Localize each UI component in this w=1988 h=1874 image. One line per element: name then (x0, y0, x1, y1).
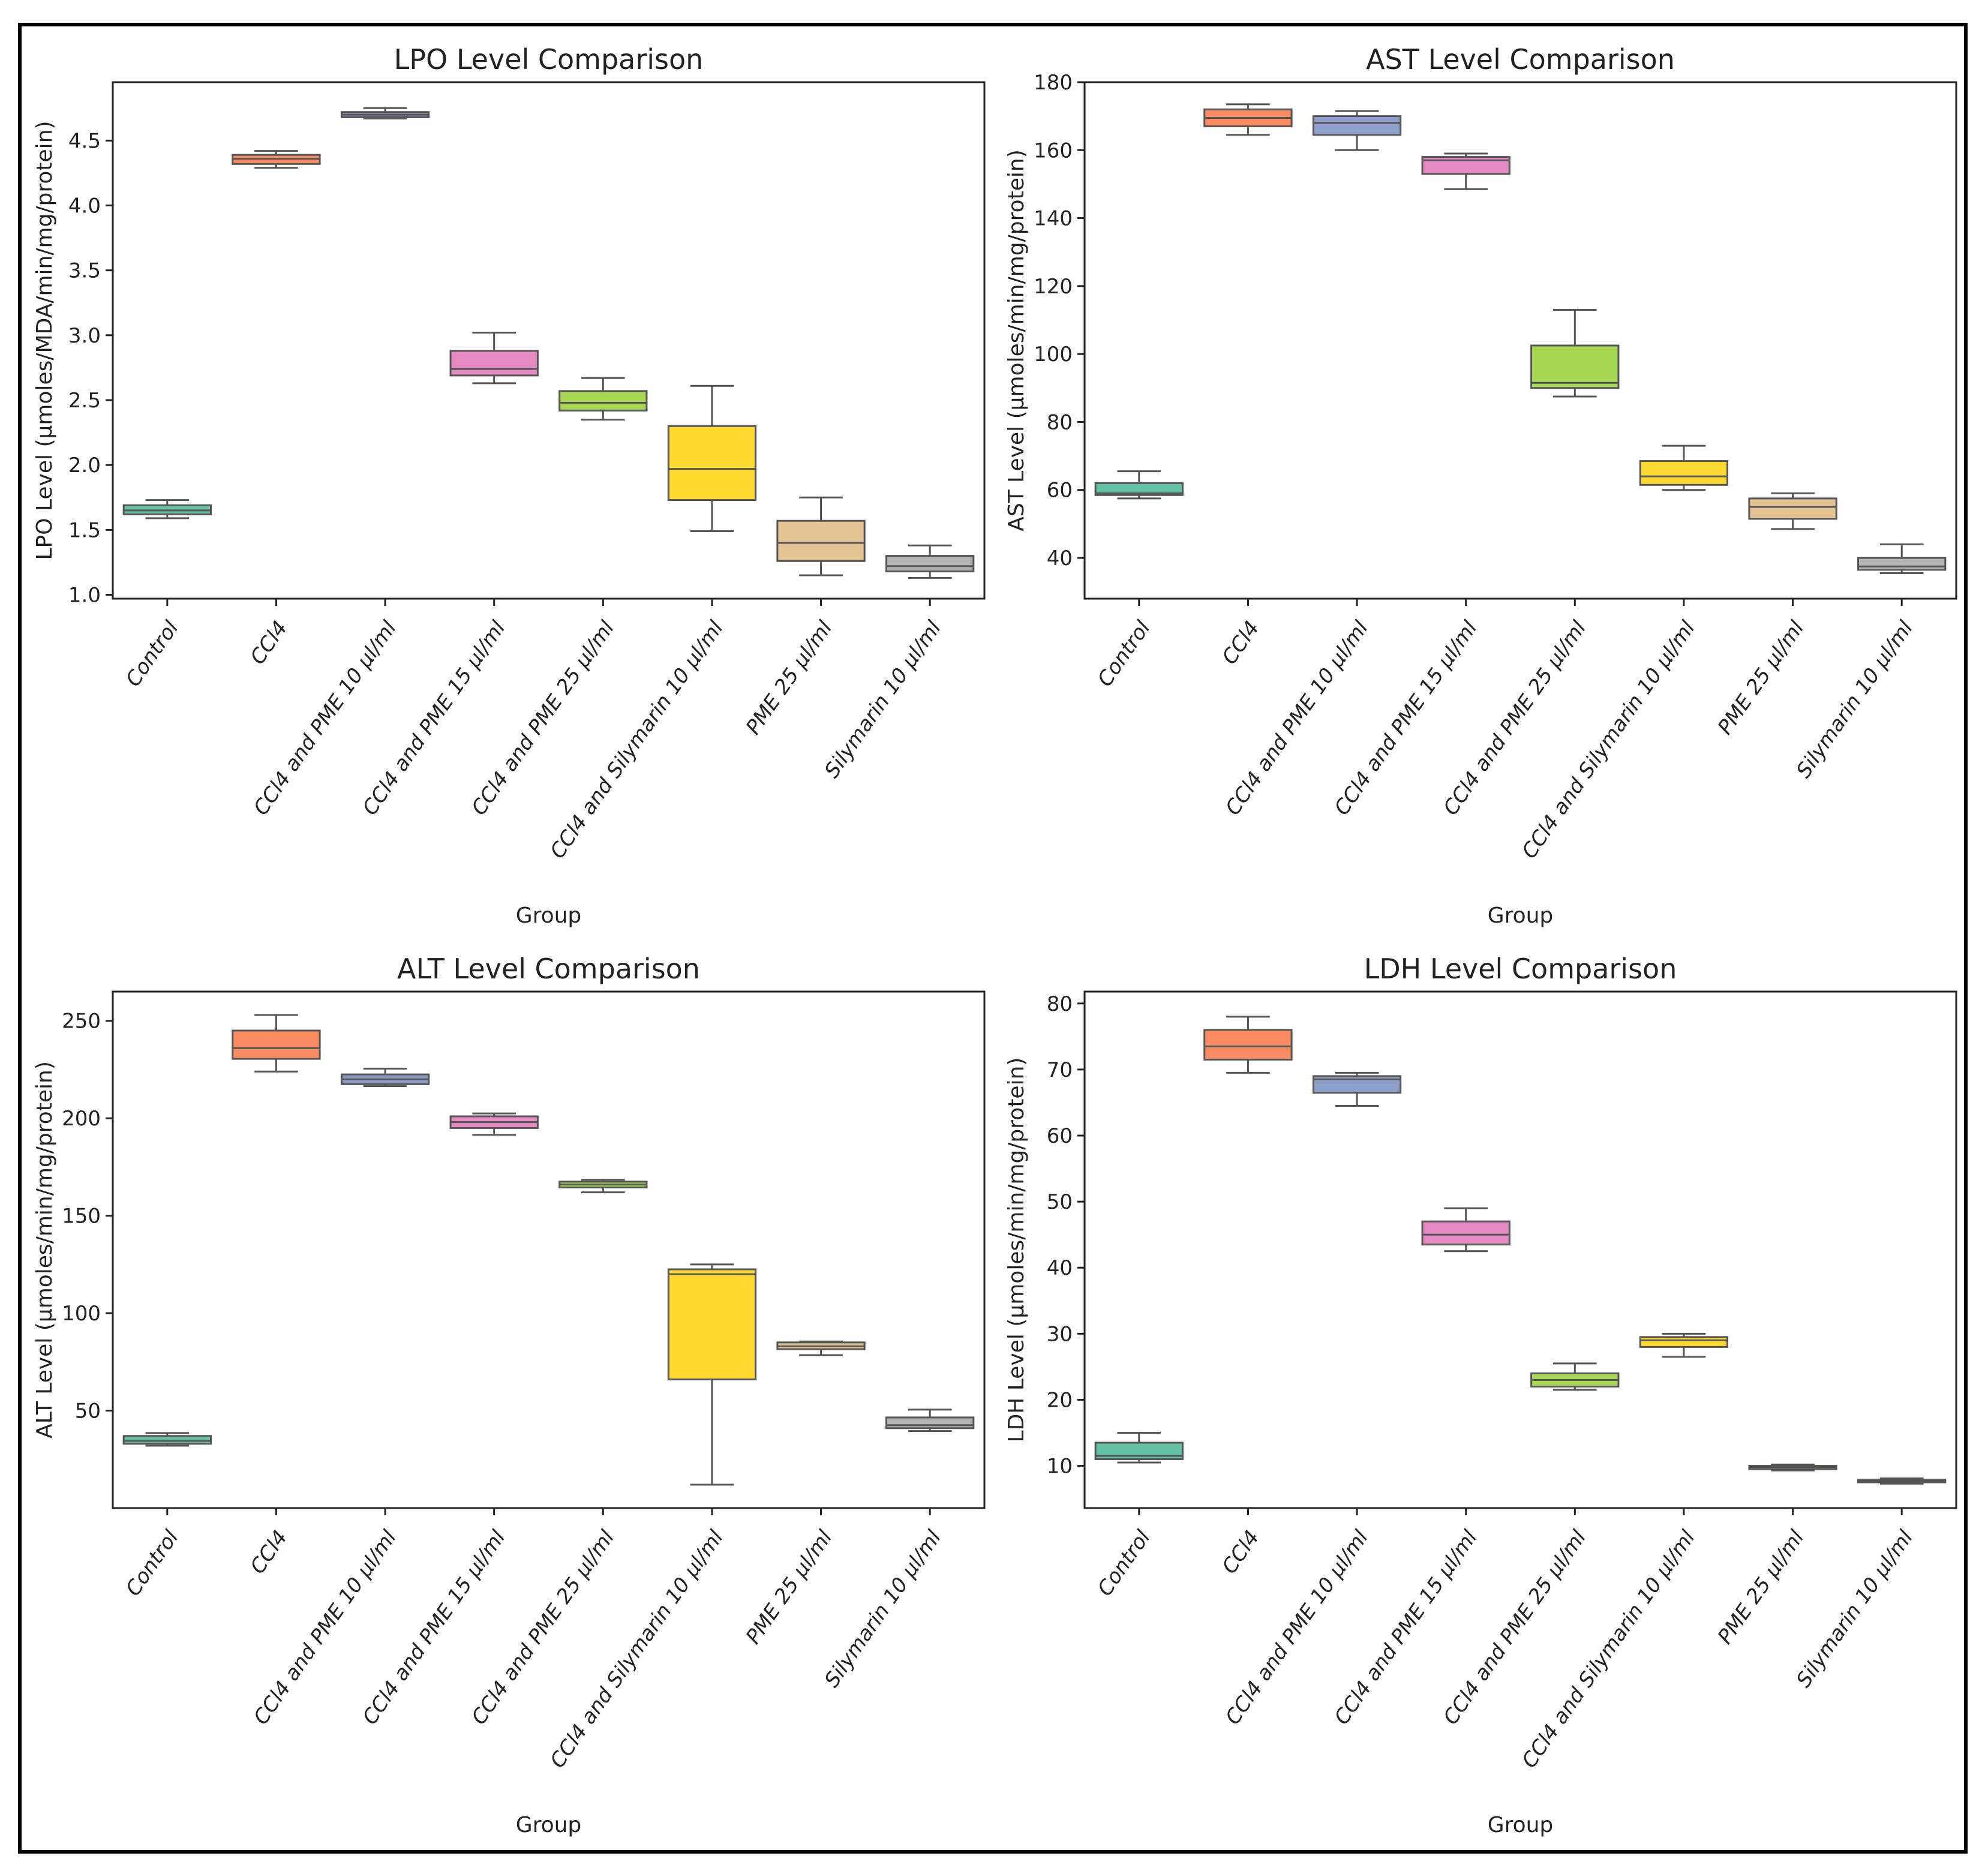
x-tick-label: CCl4 and Silymarin 10 µl/ml (1517, 1525, 1700, 1772)
box-4 (1421, 1220, 1510, 1246)
chart-panel-4: LDH Level Comparison 10 20 30 40 50 60 70 80 Cont… (1004, 953, 1957, 1837)
y-tick-label: 70 (1047, 1058, 1073, 1082)
box-8 (885, 1416, 975, 1429)
box-6 (667, 1268, 757, 1381)
x-tick-label: CCl4 (245, 617, 292, 669)
box-6 (667, 425, 757, 501)
y-tick-label: 140 (1034, 207, 1073, 231)
x-tick-label: Control (121, 616, 184, 691)
x-tick-label: CCl4 (1217, 617, 1264, 669)
y-tick-label: 160 (1034, 139, 1073, 163)
plot-area-frame (1083, 81, 1957, 600)
y-tick-label: 60 (1047, 1124, 1073, 1148)
chart-panel-2: AST Level Comparison 40 60 80 100 120 140 160 18… (1004, 43, 1957, 928)
chart-title: LDH Level Comparison (1364, 953, 1677, 985)
chart-title: LPO Level Comparison (394, 43, 704, 76)
y-tick-label: 1.5 (68, 518, 101, 542)
box-8 (885, 555, 975, 573)
y-tick-label: 3.5 (68, 259, 101, 283)
y-tick-label: 120 (1034, 275, 1073, 299)
plot-area-frame (112, 81, 986, 600)
y-tick-label: 2.5 (68, 389, 101, 413)
y-tick-label: 100 (62, 1302, 101, 1326)
x-tick-label: CCl4 and Silymarin 10 µl/ml (545, 616, 728, 863)
x-tick-label: CCl4 (1217, 1526, 1264, 1578)
plot-area-frame (1083, 990, 1957, 1509)
x-axis-label: Group (1488, 903, 1554, 928)
y-tick-label: 250 (62, 1010, 101, 1034)
figure-frame (18, 23, 1968, 1854)
y-tick-label: 4.5 (68, 129, 101, 153)
box-2 (232, 1029, 321, 1060)
y-tick-label: 30 (1047, 1322, 1073, 1346)
y-tick-label: 1.0 (68, 584, 101, 608)
x-tick-label: Silymarin 10 µl/ml (1792, 1525, 1918, 1692)
box-8 (1857, 557, 1947, 571)
y-tick-label: 50 (75, 1400, 101, 1423)
y-tick-label: 10 (1047, 1455, 1073, 1479)
y-axis-label: ALT Level (µmoles/min/mg/protein) (32, 1061, 57, 1438)
chart-panel-3: ALT Level Comparison 50 100 150 200 250 Contro… (32, 953, 986, 1837)
chart-title: ALT Level Comparison (397, 953, 700, 985)
box-5 (1530, 344, 1620, 389)
plot-area-frame (112, 990, 986, 1509)
box-2 (1203, 1029, 1293, 1061)
x-tick-label: PME 25 µl/ml (741, 616, 837, 739)
chart-title: AST Level Comparison (1366, 43, 1675, 76)
y-tick-label: 50 (1047, 1190, 1073, 1214)
x-axis-label: Group (516, 1813, 582, 1837)
x-tick-label: Silymarin 10 µl/ml (820, 1525, 947, 1692)
y-tick-label: 40 (1047, 1256, 1073, 1280)
chart-panel-1: LPO Level Comparison 1.0 1.5 2.0 2.5 3.0 3.5 4.… (32, 43, 986, 928)
y-tick-label: 180 (1034, 71, 1073, 95)
y-tick-label: 20 (1047, 1388, 1073, 1412)
x-tick-label: CCl4 (245, 1526, 292, 1578)
box-1 (1094, 482, 1184, 496)
box-4 (449, 350, 539, 377)
x-tick-label: CCl4 and Silymarin 10 µl/ml (1517, 616, 1700, 863)
y-tick-label: 3.0 (68, 324, 101, 348)
x-tick-label: PME 25 µl/ml (741, 1525, 837, 1648)
box-7 (1748, 497, 1837, 520)
y-tick-label: 80 (1047, 992, 1073, 1016)
x-axis-label: Group (516, 903, 582, 928)
y-axis-label: LPO Level (µmoles/MDA/min/mg/protein) (32, 121, 57, 560)
x-tick-label: Silymarin 10 µl/ml (820, 616, 947, 782)
x-tick-label: CCl4 and Silymarin 10 µl/ml (545, 1525, 728, 1772)
x-tick-label: Control (1093, 616, 1155, 691)
box-7 (776, 519, 866, 562)
x-tick-label: Silymarin 10 µl/ml (1792, 616, 1918, 782)
x-tick-label: PME 25 µl/ml (1713, 1525, 1809, 1648)
x-tick-label: PME 25 µl/ml (1713, 616, 1809, 739)
x-tick-label: Control (1093, 1525, 1155, 1600)
y-tick-label: 4.0 (68, 194, 101, 218)
box-6 (1639, 460, 1729, 486)
box-3 (1312, 115, 1402, 136)
y-tick-label: 40 (1047, 546, 1073, 570)
box-5 (558, 390, 648, 412)
x-axis-label: Group (1488, 1813, 1554, 1837)
y-tick-label: 200 (62, 1107, 101, 1131)
y-tick-label: 150 (62, 1205, 101, 1229)
y-axis-label: AST Level (µmoles/min/mg/protein) (1004, 149, 1029, 531)
y-tick-label: 100 (1034, 343, 1073, 367)
y-tick-label: 80 (1047, 410, 1073, 434)
x-tick-label: Control (121, 1525, 184, 1600)
y-axis-label: LDH Level (µmoles/min/mg/protein) (1004, 1058, 1029, 1443)
box-6 (1639, 1336, 1729, 1348)
box-1 (122, 1435, 212, 1445)
y-tick-label: 2.0 (68, 454, 101, 477)
y-tick-label: 60 (1047, 479, 1073, 503)
